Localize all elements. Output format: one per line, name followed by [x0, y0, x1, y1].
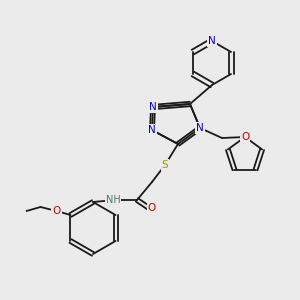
- Text: N: N: [149, 102, 157, 112]
- Text: O: O: [148, 203, 156, 213]
- Text: N: N: [208, 36, 216, 46]
- Text: NH: NH: [106, 195, 120, 205]
- Text: O: O: [52, 206, 61, 216]
- Text: O: O: [241, 132, 249, 142]
- Text: N: N: [148, 125, 156, 135]
- Text: S: S: [162, 160, 168, 170]
- Text: N: N: [196, 123, 204, 133]
